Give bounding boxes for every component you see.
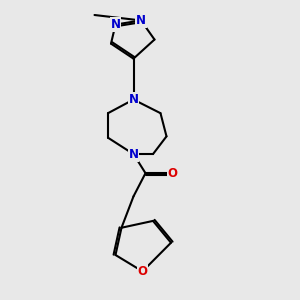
Text: O: O — [137, 265, 148, 278]
Text: N: N — [128, 93, 139, 106]
Text: O: O — [167, 167, 178, 180]
Text: N: N — [110, 18, 121, 31]
Text: N: N — [128, 148, 139, 160]
Text: N: N — [136, 14, 146, 27]
